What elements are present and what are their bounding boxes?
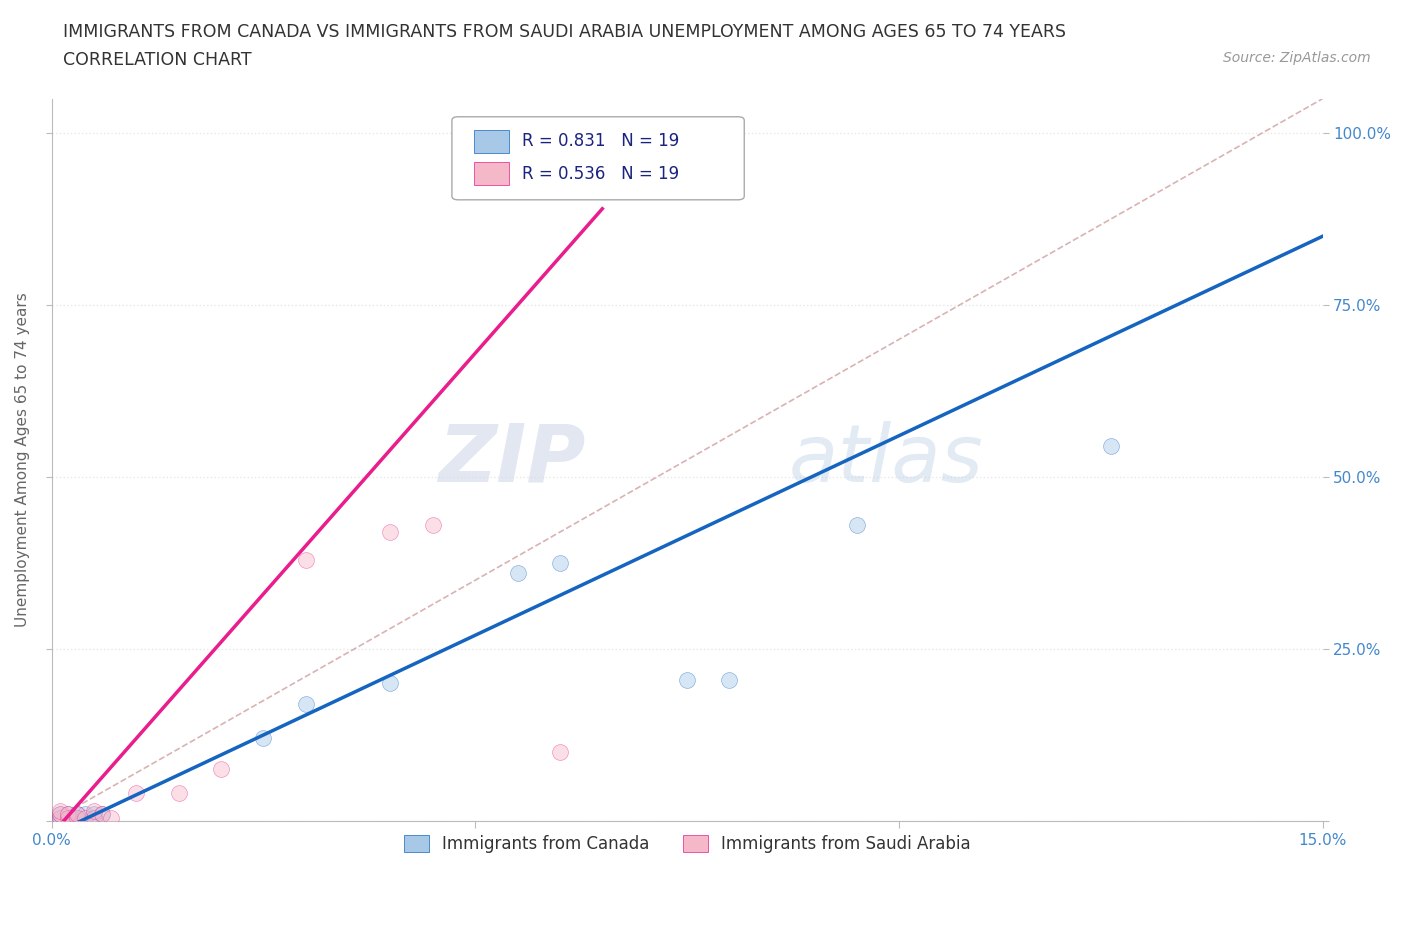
Text: IMMIGRANTS FROM CANADA VS IMMIGRANTS FROM SAUDI ARABIA UNEMPLOYMENT AMONG AGES 6: IMMIGRANTS FROM CANADA VS IMMIGRANTS FRO… — [63, 23, 1066, 41]
Point — [91, 806, 114, 821]
FancyBboxPatch shape — [474, 130, 509, 153]
Text: atlas: atlas — [789, 421, 983, 498]
Point — [100, 810, 122, 825]
Legend: Immigrants from Canada, Immigrants from Saudi Arabia: Immigrants from Canada, Immigrants from … — [396, 828, 977, 859]
FancyBboxPatch shape — [474, 162, 509, 185]
Point — [506, 566, 529, 581]
Point — [58, 810, 80, 825]
Point — [380, 676, 402, 691]
Point — [252, 731, 274, 746]
Point — [676, 672, 699, 687]
Point — [49, 804, 72, 818]
Point — [125, 786, 148, 801]
Text: CORRELATION CHART: CORRELATION CHART — [63, 51, 252, 69]
Y-axis label: Unemployment Among Ages 65 to 74 years: Unemployment Among Ages 65 to 74 years — [15, 292, 30, 627]
Point — [75, 806, 97, 821]
Text: R = 0.831   N = 19: R = 0.831 N = 19 — [522, 132, 679, 151]
Point — [66, 806, 89, 821]
Point — [83, 810, 105, 825]
Point — [49, 810, 72, 825]
Point — [294, 552, 316, 567]
Point — [1099, 439, 1122, 454]
Point — [167, 786, 190, 801]
Point — [58, 810, 80, 825]
Point — [548, 555, 571, 570]
Point — [380, 525, 402, 539]
Point — [58, 806, 80, 821]
Point — [83, 804, 105, 818]
Text: Source: ZipAtlas.com: Source: ZipAtlas.com — [1223, 51, 1371, 65]
Point — [718, 672, 741, 687]
Point — [845, 518, 868, 533]
Point — [49, 806, 72, 821]
Point — [209, 762, 232, 777]
Point — [83, 806, 105, 821]
Point — [91, 806, 114, 821]
Point — [49, 806, 72, 821]
Point — [66, 810, 89, 825]
FancyBboxPatch shape — [451, 117, 744, 200]
Point — [66, 810, 89, 825]
Point — [58, 806, 80, 821]
Point — [49, 810, 72, 825]
Point — [66, 806, 89, 821]
Point — [548, 745, 571, 760]
Point — [83, 810, 105, 825]
Point — [422, 518, 444, 533]
Text: ZIP: ZIP — [439, 421, 585, 498]
Point — [294, 697, 316, 711]
Text: R = 0.536   N = 19: R = 0.536 N = 19 — [522, 165, 679, 183]
Point — [75, 810, 97, 825]
